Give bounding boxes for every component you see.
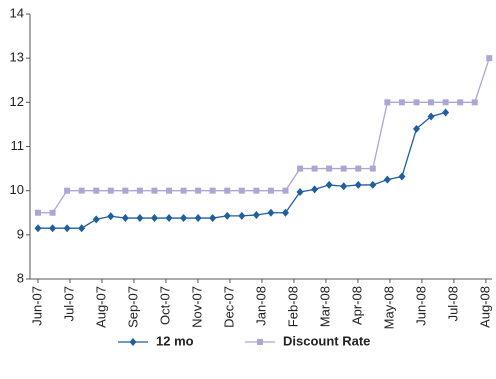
x-tick-label: May-08 [381,286,396,329]
legend-label: 12 mo [156,333,194,348]
point [398,172,406,181]
point [151,187,158,194]
point [325,180,333,189]
point [442,99,449,106]
point [34,209,41,216]
x-tick-label: Jul-08 [445,286,460,321]
point [252,210,260,219]
x-tick-label: Oct-07 [157,286,172,325]
point [238,187,245,194]
point [355,165,362,172]
y-tick-label: 10 [10,182,24,197]
point [238,211,246,220]
point [412,124,420,133]
point [78,187,85,194]
y-tick-label: 12 [10,94,24,109]
x-tick-label: Jun-08 [413,286,428,326]
point [194,214,202,223]
point [150,214,158,223]
point [136,214,144,223]
y-tick-label: 14 [10,5,24,20]
legend-marker [129,338,137,346]
series-line [37,111,446,229]
x-tick-label: Aug-07 [93,286,108,328]
point [122,187,129,194]
x-tick-label: Dec-07 [221,286,236,328]
series-line [37,57,490,214]
point [180,214,188,223]
point [195,187,202,194]
point [427,112,435,121]
point [64,187,71,194]
point [297,165,304,172]
point [267,208,275,217]
point [384,99,391,106]
point [78,224,86,233]
point [354,180,362,189]
point [63,224,71,233]
y-tick-label: 8 [17,270,24,285]
point [413,99,420,106]
point [442,108,450,117]
point [165,214,173,223]
point [166,187,173,194]
point [296,187,304,196]
point [369,165,376,172]
point [486,55,493,62]
x-tick-label: Apr-08 [349,286,364,325]
point [121,214,129,223]
y-tick-label: 11 [11,138,25,153]
point [136,187,143,194]
point [49,224,57,233]
point [49,209,56,216]
point [326,165,333,172]
point [92,215,100,224]
point [369,180,377,189]
point [281,208,289,217]
legend-marker [257,339,263,345]
point [340,165,347,172]
x-tick-label: Jun-07 [29,286,44,326]
x-tick-label: Aug-08 [477,286,492,328]
point [93,187,100,194]
point [398,99,405,106]
point [253,187,260,194]
point [223,211,231,220]
point [34,224,42,233]
legend-label: Discount Rate [283,333,370,348]
point [457,99,464,106]
point [340,182,348,191]
point [107,187,114,194]
y-tick-label: 9 [17,226,24,241]
x-tick-label: Nov-07 [189,286,204,328]
point [282,187,289,194]
point [209,214,217,223]
y-tick-label: 13 [10,50,24,65]
point [209,187,216,194]
x-tick-label: Jan-08 [253,286,268,326]
x-tick-label: Feb-08 [285,286,300,327]
point [311,185,319,194]
point [267,187,274,194]
point [471,99,478,106]
point [428,99,435,106]
point [311,165,318,172]
point [107,212,115,221]
point [383,175,391,184]
x-tick-label: Mar-08 [317,286,332,327]
x-tick-label: Jul-07 [61,286,76,321]
x-tick-label: Sep-07 [125,286,140,328]
point [224,187,231,194]
point [180,187,187,194]
